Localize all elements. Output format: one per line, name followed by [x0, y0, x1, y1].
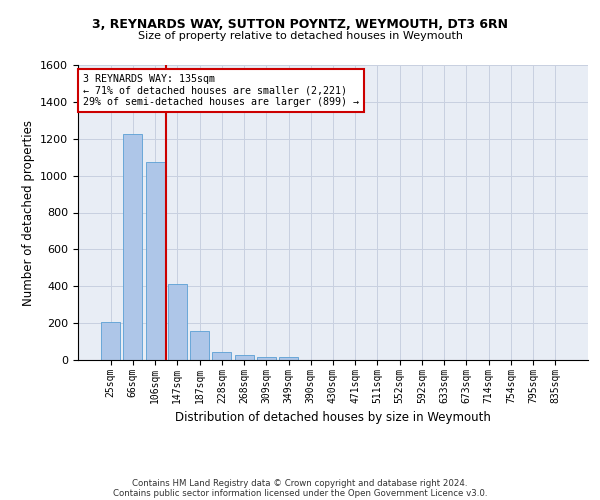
Bar	[124, 134, 142, 360]
Bar	[101, 322, 120, 360]
Text: 3, REYNARDS WAY, SUTTON POYNTZ, WEYMOUTH, DT3 6RN: 3, REYNARDS WAY, SUTTON POYNTZ, WEYMOUTH…	[92, 18, 508, 30]
Bar	[257, 356, 276, 360]
Bar	[146, 162, 164, 360]
Y-axis label: Number of detached properties: Number of detached properties	[22, 120, 35, 306]
Bar	[279, 357, 298, 360]
Text: Contains HM Land Registry data © Crown copyright and database right 2024.: Contains HM Land Registry data © Crown c…	[132, 478, 468, 488]
Bar	[168, 284, 187, 360]
X-axis label: Distribution of detached houses by size in Weymouth: Distribution of detached houses by size …	[175, 411, 491, 424]
Text: Size of property relative to detached houses in Weymouth: Size of property relative to detached ho…	[137, 31, 463, 41]
Bar	[190, 330, 209, 360]
Bar	[235, 355, 254, 360]
Bar	[212, 352, 231, 360]
Text: Contains public sector information licensed under the Open Government Licence v3: Contains public sector information licen…	[113, 488, 487, 498]
Text: 3 REYNARDS WAY: 135sqm
← 71% of detached houses are smaller (2,221)
29% of semi-: 3 REYNARDS WAY: 135sqm ← 71% of detached…	[83, 74, 359, 107]
